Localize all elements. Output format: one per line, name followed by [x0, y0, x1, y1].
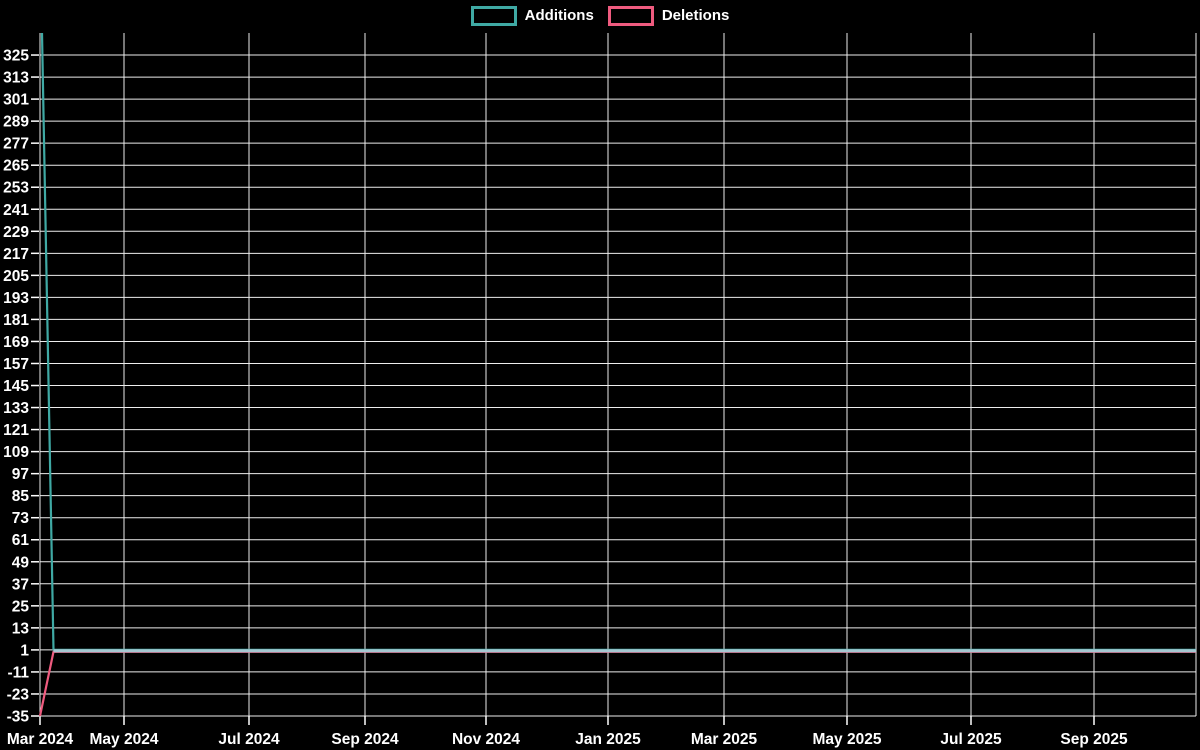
y-tick-label: -23 — [7, 686, 30, 703]
x-tick-label: May 2024 — [90, 731, 159, 748]
y-tick-label: 157 — [3, 356, 29, 373]
y-tick-label: 205 — [3, 268, 29, 285]
legend-label-deletions: Deletions — [661, 7, 730, 24]
y-tick-label: 25 — [12, 598, 30, 615]
y-tick-label: 193 — [3, 290, 29, 307]
y-tick-label: -35 — [7, 709, 30, 726]
y-tick-label: 133 — [3, 400, 29, 417]
y-tick-label: 169 — [3, 334, 29, 351]
y-tick-label: 73 — [12, 510, 30, 527]
x-tick-label: Sep 2024 — [331, 731, 399, 748]
y-tick-label: 121 — [3, 422, 29, 439]
y-tick-label: -11 — [7, 664, 29, 681]
chart-legend: Additions Deletions — [0, 6, 1200, 26]
x-tick-label: Jul 2025 — [940, 731, 1002, 748]
y-tick-label: 85 — [12, 488, 30, 505]
y-tick-label: 265 — [3, 158, 29, 175]
x-tick-label: Sep 2025 — [1060, 731, 1128, 748]
legend-item-deletions[interactable]: Deletions — [607, 6, 730, 26]
y-tick-label: 241 — [3, 202, 29, 219]
x-tick-label: Jul 2024 — [218, 731, 280, 748]
y-tick-label: 1 — [20, 642, 29, 659]
y-tick-label: 181 — [3, 312, 29, 329]
y-tick-label: 325 — [3, 48, 29, 65]
deletions-swatch-icon — [607, 6, 654, 26]
legend-label-additions: Additions — [524, 7, 594, 24]
x-tick-label: Jan 2025 — [575, 731, 641, 748]
y-tick-label: 301 — [3, 92, 29, 109]
y-tick-label: 13 — [12, 620, 30, 637]
y-tick-label: 289 — [3, 114, 29, 131]
y-tick-label: 109 — [3, 444, 29, 461]
legend-item-additions[interactable]: Additions — [470, 6, 594, 26]
y-tick-label: 217 — [3, 246, 29, 263]
x-tick-label: Mar 2025 — [691, 731, 758, 748]
y-tick-label: 145 — [3, 378, 29, 395]
y-tick-label: 229 — [3, 224, 29, 241]
y-tick-label: 97 — [12, 466, 29, 483]
x-tick-label: May 2025 — [813, 731, 882, 748]
x-tick-label: Nov 2024 — [452, 731, 520, 748]
deletions-line — [38, 650, 1196, 717]
x-tick-label: Mar 2024 — [7, 731, 74, 748]
additions-swatch-icon — [470, 6, 517, 26]
y-tick-label: 313 — [3, 70, 29, 87]
y-tick-label: 37 — [12, 576, 29, 593]
y-tick-label: 61 — [12, 532, 30, 549]
y-tick-label: 49 — [12, 554, 30, 571]
y-tick-label: 253 — [3, 180, 29, 197]
y-tick-label: 277 — [3, 136, 29, 153]
